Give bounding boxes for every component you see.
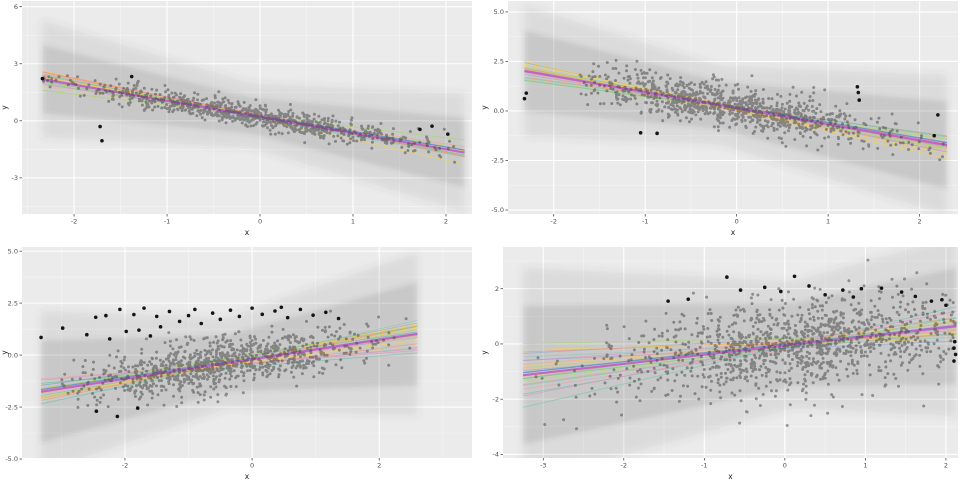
svg-text:0: 0	[258, 218, 262, 226]
svg-text:-3: -3	[12, 174, 18, 182]
x-axis-title: x	[245, 472, 250, 481]
svg-text:-1: -1	[642, 218, 648, 226]
svg-text:-5.0: -5.0	[491, 206, 504, 214]
svg-text:2: 2	[444, 218, 448, 226]
svg-text:0.0: 0.0	[8, 351, 18, 359]
svg-text:-1: -1	[701, 462, 707, 470]
svg-text:0: 0	[735, 218, 739, 226]
svg-text:0: 0	[14, 117, 18, 125]
svg-text:1: 1	[863, 462, 867, 470]
svg-text:6: 6	[14, 3, 18, 11]
svg-text:1: 1	[351, 218, 355, 226]
plot-svg-top-right: -2 -1 0 1 2 5.0 2.5 0.0 -2.5 -5.0 x y	[480, 1, 958, 237]
svg-text:0: 0	[783, 462, 787, 470]
svg-text:1: 1	[826, 218, 830, 226]
scatter-panel-bottom-right: -3 -2 -1 0 1 2 2 0 -2 -4 x y	[480, 243, 960, 485]
scatter-panel-top-right: -2 -1 0 1 2 5.0 2.5 0.0 -2.5 -5.0 x y	[480, 0, 960, 243]
svg-text:-2: -2	[122, 462, 128, 470]
svg-text:2.5: 2.5	[8, 299, 18, 307]
svg-text:-2: -2	[71, 218, 77, 226]
scatter-panel-bottom-left: -2 0 2 5.0 2.5 0.0 -2.5 -5.0 x y	[0, 243, 480, 485]
plot-svg-bottom-left: -2 0 2 5.0 2.5 0.0 -2.5 -5.0 x y	[0, 247, 472, 481]
x-axis-title: x	[728, 472, 733, 481]
svg-text:2: 2	[918, 218, 922, 226]
svg-text:-1: -1	[164, 218, 170, 226]
svg-text:-2: -2	[621, 462, 627, 470]
svg-text:2.5: 2.5	[494, 58, 504, 66]
plot-svg-bottom-right: -3 -2 -1 0 1 2 2 0 -2 -4 x y	[480, 247, 958, 481]
svg-text:5.0: 5.0	[494, 8, 504, 16]
x-axis-title: x	[731, 228, 736, 237]
svg-text:5.0: 5.0	[8, 247, 18, 255]
svg-text:-2: -2	[550, 218, 556, 226]
svg-text:-2: -2	[493, 395, 499, 403]
y-axis-title: y	[0, 350, 9, 355]
svg-text:0.0: 0.0	[494, 107, 504, 115]
svg-text:2: 2	[377, 462, 381, 470]
svg-text:-4: -4	[493, 451, 499, 459]
svg-text:0: 0	[250, 462, 254, 470]
svg-text:3: 3	[14, 60, 18, 68]
y-axis-title: y	[480, 105, 489, 110]
y-axis-title: y	[480, 350, 489, 355]
svg-text:2: 2	[944, 462, 948, 470]
svg-text:-5.0: -5.0	[5, 455, 18, 463]
svg-text:-3: -3	[540, 462, 546, 470]
svg-text:0: 0	[495, 340, 499, 348]
svg-text:-2.5: -2.5	[491, 157, 504, 165]
plot-svg-top-left: -2 -1 0 1 2 6 3 0 -3 x y	[0, 1, 472, 237]
x-axis-title: x	[245, 228, 250, 237]
svg-text:-2.5: -2.5	[5, 403, 18, 411]
scatter-panel-top-left: -2 -1 0 1 2 6 3 0 -3 x y	[0, 0, 480, 243]
svg-text:2: 2	[495, 285, 499, 293]
y-axis-title: y	[0, 105, 9, 110]
